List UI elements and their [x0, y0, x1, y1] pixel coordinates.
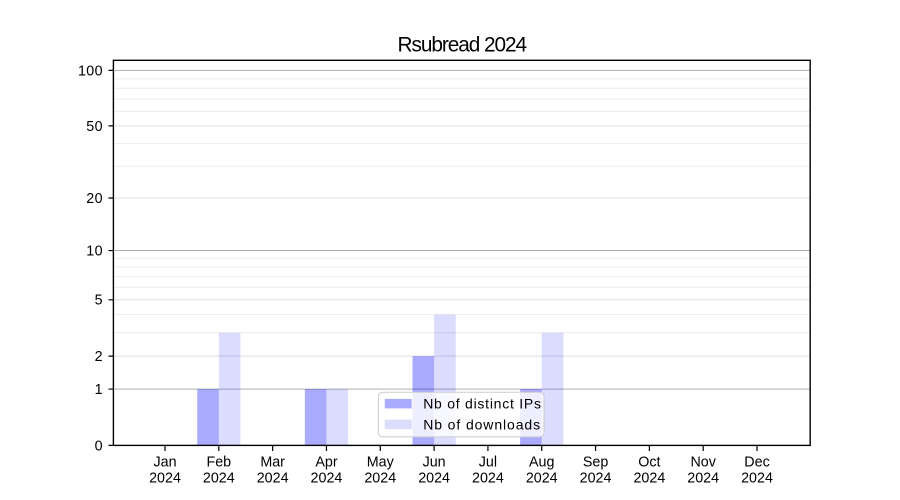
svg-text:2024: 2024	[633, 470, 665, 486]
svg-text:2024: 2024	[257, 470, 289, 486]
svg-text:Oct: Oct	[638, 454, 660, 470]
svg-text:2024: 2024	[526, 470, 558, 486]
svg-text:2024: 2024	[741, 470, 773, 486]
svg-text:2024: 2024	[472, 470, 504, 486]
svg-text:2024: 2024	[580, 470, 612, 486]
svg-text:2024: 2024	[149, 470, 181, 486]
svg-text:Feb: Feb	[206, 454, 231, 470]
svg-text:Nov: Nov	[690, 454, 716, 470]
svg-text:Nb of downloads: Nb of downloads	[423, 417, 541, 433]
svg-text:10: 10	[86, 243, 103, 259]
svg-text:Mar: Mar	[260, 454, 285, 470]
svg-text:Nb of distinct IPs: Nb of distinct IPs	[423, 396, 542, 412]
svg-text:Rsubread 2024: Rsubread 2024	[398, 34, 527, 57]
svg-text:2: 2	[95, 349, 103, 365]
svg-text:2024: 2024	[364, 470, 396, 486]
svg-text:Sep: Sep	[583, 454, 608, 470]
svg-text:Jul: Jul	[479, 454, 497, 470]
svg-text:100: 100	[78, 63, 103, 79]
svg-text:2024: 2024	[687, 470, 719, 486]
svg-text:Jan: Jan	[153, 454, 176, 470]
svg-text:May: May	[367, 454, 395, 470]
svg-text:Dec: Dec	[744, 454, 769, 470]
svg-text:1: 1	[95, 382, 103, 398]
svg-text:50: 50	[86, 119, 103, 135]
svg-text:2024: 2024	[311, 470, 343, 486]
svg-text:Apr: Apr	[315, 454, 337, 470]
svg-text:2024: 2024	[203, 470, 235, 486]
svg-text:20: 20	[86, 191, 103, 207]
svg-text:5: 5	[95, 293, 103, 309]
svg-text:Aug: Aug	[529, 454, 554, 470]
svg-text:Jun: Jun	[423, 454, 446, 470]
svg-text:0: 0	[95, 438, 103, 454]
svg-text:2024: 2024	[418, 470, 450, 486]
